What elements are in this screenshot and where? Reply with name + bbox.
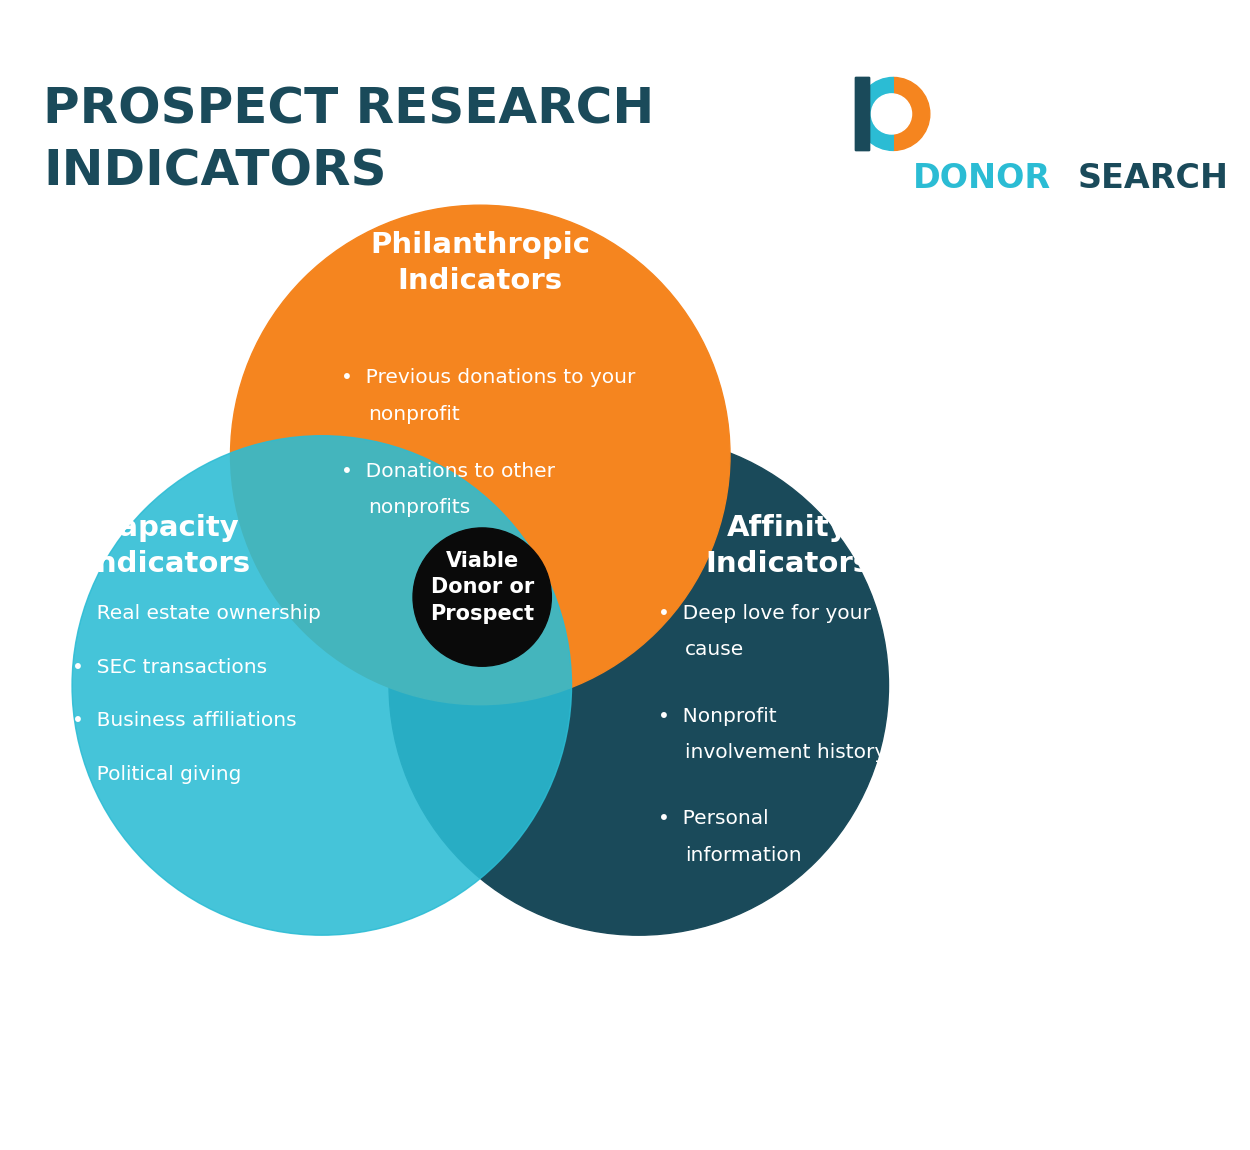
Text: •  Donations to other: • Donations to other [341, 461, 555, 481]
Text: nonprofit: nonprofit [368, 405, 460, 424]
Text: •  Business affiliations: • Business affiliations [72, 712, 296, 730]
Circle shape [230, 205, 730, 705]
Text: DONOR: DONOR [912, 162, 1051, 196]
Text: INDICATORS: INDICATORS [44, 147, 386, 196]
Circle shape [389, 436, 889, 935]
Circle shape [871, 94, 911, 135]
Text: •  SEC transactions: • SEC transactions [72, 658, 268, 676]
Bar [855, 77, 869, 151]
Bar [855, 77, 869, 151]
Text: •  Deep love for your: • Deep love for your [658, 604, 871, 623]
Text: PROSPECT RESEARCH: PROSPECT RESEARCH [44, 85, 655, 133]
Text: SEARCH: SEARCH [1078, 162, 1229, 196]
Text: •  Real estate ownership: • Real estate ownership [72, 604, 321, 623]
Text: Viable
Donor or
Prospect: Viable Donor or Prospect [430, 551, 534, 624]
Text: •  Political giving: • Political giving [72, 765, 241, 784]
Text: •  Personal: • Personal [658, 810, 769, 828]
Text: information: information [685, 846, 801, 865]
Wedge shape [856, 77, 894, 151]
Text: Philanthropic
Indicators: Philanthropic Indicators [370, 231, 590, 294]
Text: •  Previous donations to your: • Previous donations to your [341, 368, 635, 388]
Text: Capacity
Indicators: Capacity Indicators [85, 514, 251, 578]
Circle shape [412, 528, 551, 666]
Text: Affinity
Indicators: Affinity Indicators [705, 514, 870, 578]
Text: cause: cause [685, 641, 744, 659]
Circle shape [72, 436, 571, 935]
Text: nonprofits: nonprofits [368, 498, 470, 518]
Text: involvement history: involvement history [685, 743, 886, 762]
Text: •  Nonprofit: • Nonprofit [658, 706, 776, 726]
Wedge shape [894, 77, 930, 151]
